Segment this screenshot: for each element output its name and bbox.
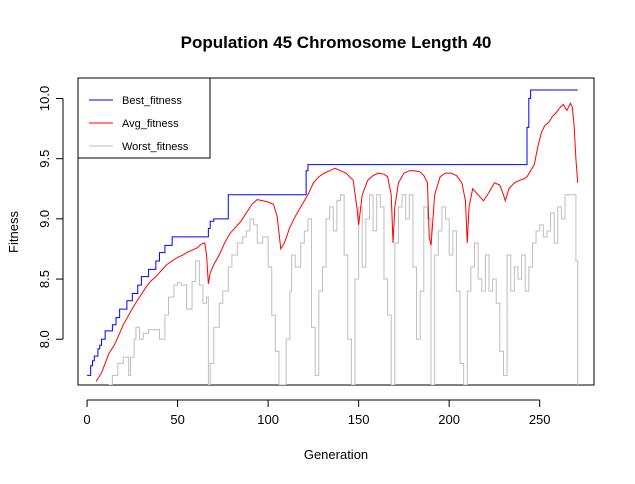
series-line-avg-fitness — [95, 102, 579, 382]
legend-label-worst-fitness: Worst_fitness — [122, 141, 189, 153]
x-axis: 0 50 100 150 200 250 — [83, 399, 551, 427]
plot-area — [87, 89, 579, 385]
legend-label-best-fitness: Best_fitness — [122, 95, 182, 107]
y-axis: 8.0 8.5 9.0 9.5 10.0 — [37, 86, 64, 348]
x-tick-label: 250 — [529, 412, 551, 427]
y-tick-label: 9.5 — [37, 150, 52, 168]
legend: Best_fitness Avg_fitness Worst_fitness — [77, 77, 211, 159]
series-line-worst-fitness — [108, 194, 579, 385]
legend-box — [77, 77, 211, 159]
y-tick-label: 8.5 — [37, 270, 52, 288]
plot-frame — [77, 77, 595, 386]
y-axis-label: Fitness — [6, 211, 21, 253]
y-tick-label: 9.0 — [37, 210, 52, 228]
x-tick-label: 150 — [348, 412, 370, 427]
series-line-best-fitness — [87, 89, 578, 376]
x-tick-label: 0 — [83, 412, 90, 427]
x-tick-label: 50 — [170, 412, 184, 427]
x-tick-label: 100 — [257, 412, 279, 427]
y-tick-label: 10.0 — [37, 86, 52, 111]
legend-label-avg-fitness: Avg_fitness — [122, 118, 179, 130]
x-tick-label: 200 — [438, 412, 460, 427]
chart-title: Population 45 Chromosome Length 40 — [181, 33, 492, 52]
x-axis-label: Generation — [304, 447, 368, 462]
y-tick-label: 8.0 — [37, 330, 52, 348]
